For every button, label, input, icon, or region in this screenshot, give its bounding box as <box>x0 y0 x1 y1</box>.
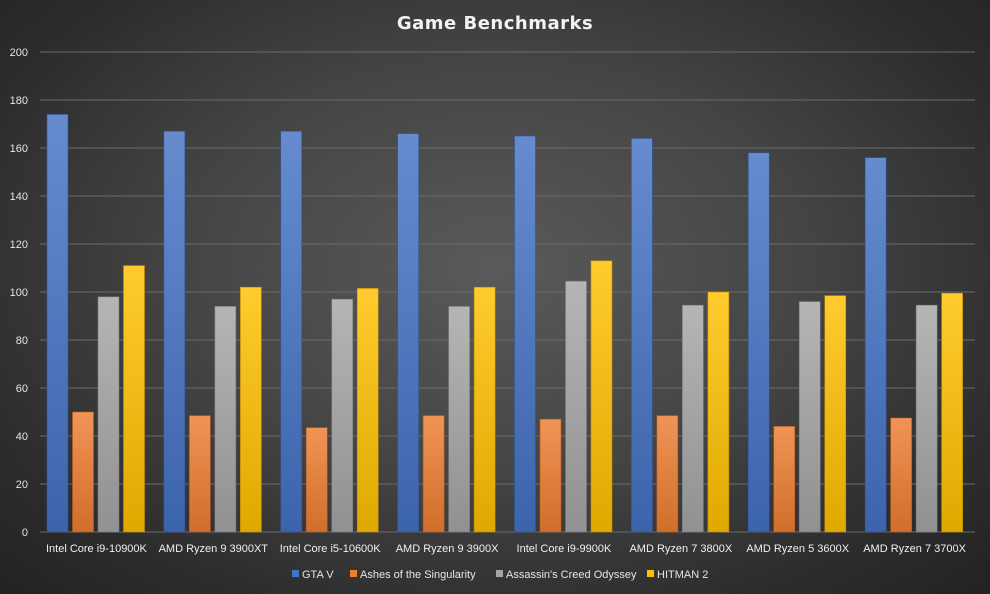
y-tick-label: 80 <box>16 335 28 347</box>
y-tick-label: 20 <box>16 479 28 491</box>
bar-ashes-of-the-singularity <box>539 418 562 533</box>
y-tick-label: 0 <box>22 527 28 539</box>
bar-assassin-s-creed-odyssey <box>97 296 120 533</box>
bar-ashes-of-the-singularity <box>773 426 796 533</box>
bar-gta-v <box>747 152 770 533</box>
legend: GTA V Ashes of the Singularity Assassin's … <box>292 569 708 581</box>
bar-hitman-2 <box>123 265 145 533</box>
y-tick-label: 160 <box>10 143 28 155</box>
x-tick-label: AMD Ryzen 9 3900X <box>396 543 499 555</box>
bar-gta-v <box>514 135 536 533</box>
bar-hitman-2 <box>473 286 496 533</box>
chart-title: Game Benchmarks <box>397 13 593 34</box>
x-tick-label: AMD Ryzen 7 3800X <box>629 543 732 555</box>
legend-swatch <box>292 570 299 577</box>
x-tick-label: AMD Ryzen 5 3600X <box>746 543 849 555</box>
bar-assassin-s-creed-odyssey <box>448 306 470 533</box>
bar-gta-v <box>163 130 186 533</box>
x-tick-label: Intel Core i9-9900K <box>517 543 612 555</box>
bar-hitman-2 <box>590 260 613 533</box>
legend-label: GTA V <box>302 569 334 581</box>
bar-ashes-of-the-singularity <box>305 427 328 533</box>
x-tick-label: Intel Core i5-10600K <box>280 543 382 555</box>
bar-hitman-2 <box>707 291 730 533</box>
bar-hitman-2 <box>941 292 963 533</box>
legend-label: HITMAN 2 <box>657 569 708 581</box>
bar-ashes-of-the-singularity <box>189 415 211 533</box>
y-tick-label: 180 <box>10 95 28 107</box>
bar-hitman-2 <box>824 295 847 533</box>
x-tick-label: Intel Core i9-10900K <box>46 543 148 555</box>
legend-swatch <box>496 570 503 577</box>
bar-gta-v <box>397 133 419 533</box>
bars-layer <box>46 114 963 533</box>
y-tick-label: 120 <box>10 239 28 251</box>
bar-ashes-of-the-singularity <box>422 415 445 533</box>
bar-gta-v <box>46 114 69 533</box>
bar-hitman-2 <box>240 286 262 533</box>
bar-assassin-s-creed-odyssey <box>682 304 704 533</box>
bar-assassin-s-creed-odyssey <box>565 280 587 533</box>
legend-swatch <box>350 570 357 577</box>
y-tick-label: 100 <box>10 287 28 299</box>
y-tick-label: 60 <box>16 383 28 395</box>
bar-ashes-of-the-singularity <box>72 411 94 533</box>
bar-assassin-s-creed-odyssey <box>915 304 938 533</box>
bar-assassin-s-creed-odyssey <box>331 298 354 533</box>
legend-swatch <box>647 570 654 577</box>
bar-gta-v <box>864 157 887 533</box>
legend-label: Assassin's Creed Odyssey <box>506 569 637 581</box>
bar-ashes-of-the-singularity <box>890 417 912 533</box>
legend-label: Ashes of the Singularity <box>360 569 476 581</box>
y-tick-label: 140 <box>10 191 28 203</box>
x-axis-labels: Intel Core i9-10900K AMD Ryzen 9 3900XT In… <box>46 543 967 555</box>
bar-assassin-s-creed-odyssey <box>798 301 821 533</box>
bar-gta-v <box>280 130 303 533</box>
y-tick-label: 40 <box>16 431 28 443</box>
bar-gta-v <box>631 138 653 533</box>
x-tick-label: AMD Ryzen 9 3900XT <box>159 543 269 555</box>
x-tick-label: AMD Ryzen 7 3700X <box>863 543 966 555</box>
bar-ashes-of-the-singularity <box>656 415 679 533</box>
y-tick-label: 200 <box>10 47 28 59</box>
bar-assassin-s-creed-odyssey <box>214 306 237 533</box>
bar-hitman-2 <box>356 288 379 533</box>
